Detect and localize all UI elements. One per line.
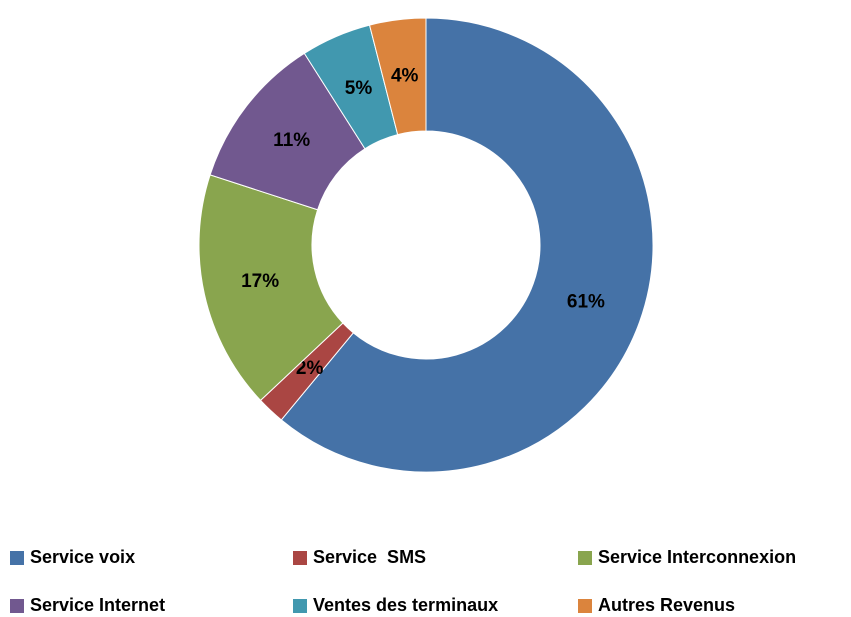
legend-swatch xyxy=(10,551,24,565)
legend-label: Service Interconnexion xyxy=(598,547,796,567)
value-label: 11% xyxy=(273,130,310,151)
legend-label: Service voix xyxy=(30,547,135,567)
legend-label: Ventes des terminaux xyxy=(313,595,498,615)
legend-label: Autres Revenus xyxy=(598,595,735,615)
value-label: 5% xyxy=(345,78,373,99)
slice xyxy=(198,174,344,402)
legend-label: Service SMS xyxy=(313,547,426,567)
value-label: 61% xyxy=(567,292,605,313)
value-label: 2% xyxy=(296,358,324,379)
legend-label: Service Internet xyxy=(30,595,165,615)
legend-swatch xyxy=(578,551,592,565)
value-label: 17% xyxy=(241,271,279,292)
slice xyxy=(280,17,654,473)
slice xyxy=(368,17,427,136)
legend-swatch xyxy=(10,599,24,613)
legend-swatch xyxy=(293,551,307,565)
legend-swatch xyxy=(293,599,307,613)
value-label: 4% xyxy=(391,65,419,86)
legend-swatch xyxy=(578,599,592,613)
